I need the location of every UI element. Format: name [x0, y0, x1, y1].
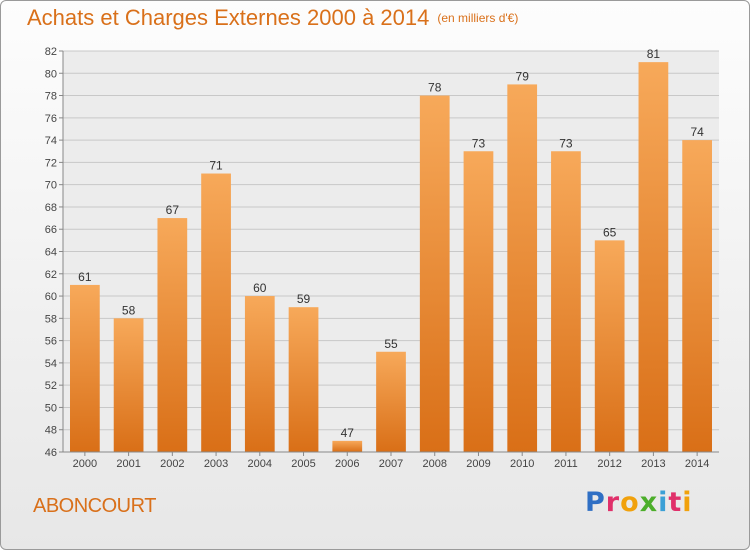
y-tick-label: 62 [45, 269, 57, 281]
bar-value-label: 78 [428, 81, 442, 95]
y-tick-label: 74 [45, 135, 57, 147]
x-tick-label: 2008 [422, 458, 446, 470]
bar-value-label: 55 [384, 337, 398, 351]
bar [507, 84, 538, 453]
proxiti-logo: Proxiti [585, 487, 693, 518]
y-tick-label: 60 [45, 291, 57, 303]
x-tick-label: 2010 [510, 458, 534, 470]
y-tick-label: 82 [45, 46, 57, 58]
logo-letter: i [658, 487, 669, 518]
bar [288, 307, 319, 452]
bar [419, 95, 450, 453]
bar-value-label: 67 [166, 203, 180, 217]
bar-value-label: 61 [78, 270, 92, 284]
x-tick-label: 2006 [335, 458, 359, 470]
city-name: ABONCOURT [33, 495, 156, 517]
bar [376, 351, 406, 452]
y-tick-label: 68 [45, 202, 57, 214]
y-tick-label: 50 [45, 402, 57, 414]
x-tick-label: 2009 [466, 458, 490, 470]
bar-value-label: 74 [690, 125, 704, 139]
bar [113, 318, 144, 452]
logo-letter: t [668, 487, 683, 518]
x-tick-label: 2002 [160, 458, 184, 470]
x-tick-label: 2012 [597, 458, 621, 470]
bar-value-label: 81 [647, 47, 661, 61]
bar [157, 218, 188, 452]
bar-value-label: 73 [559, 136, 573, 150]
bar [682, 140, 713, 452]
bar [551, 151, 581, 452]
bar-value-label: 47 [341, 426, 355, 440]
bar-value-label: 65 [603, 225, 617, 239]
y-tick-label: 54 [45, 358, 57, 370]
y-tick-label: 72 [45, 157, 57, 169]
logo-letter: x [639, 487, 659, 518]
x-tick-label: 2003 [204, 458, 228, 470]
bar-value-label: 71 [209, 159, 223, 173]
y-tick-label: 64 [45, 247, 57, 259]
x-tick-label: 2005 [291, 458, 315, 470]
bar [69, 284, 100, 452]
bar-value-label: 58 [122, 303, 136, 317]
y-tick-label: 52 [45, 380, 57, 392]
bar-value-label: 59 [297, 292, 311, 306]
x-tick-label: 2013 [641, 458, 665, 470]
y-tick-label: 46 [45, 447, 57, 459]
y-tick-label: 56 [45, 336, 57, 348]
bar-value-label: 73 [472, 136, 486, 150]
logo-letter: o [620, 487, 640, 518]
chart-title: Achats et Charges Externes 2000 à 2014 (e… [27, 5, 518, 31]
y-tick-label: 76 [45, 113, 57, 125]
chart-title-unit: (en milliers d'€) [437, 11, 519, 25]
bar-value-label: 79 [516, 69, 530, 83]
bar-value-label: 60 [253, 281, 267, 295]
y-tick-label: 80 [45, 68, 57, 80]
x-tick-label: 2004 [248, 458, 272, 470]
chart-title-text: Achats et Charges Externes 2000 à 2014 [27, 5, 430, 30]
bar [244, 296, 275, 452]
bar [201, 173, 231, 452]
y-tick-label: 70 [45, 180, 57, 192]
x-tick-label: 2000 [73, 458, 97, 470]
bar [332, 440, 363, 452]
logo-letter: i [682, 487, 693, 518]
y-tick-label: 66 [45, 224, 57, 236]
bar [594, 240, 625, 452]
y-tick-label: 78 [45, 91, 57, 103]
y-tick-label: 48 [45, 425, 57, 437]
logo-letter: P [585, 487, 606, 518]
x-tick-label: 2014 [685, 458, 709, 470]
bar [638, 62, 669, 453]
logo-letter: r [605, 487, 621, 518]
y-tick-label: 58 [45, 313, 57, 325]
x-tick-label: 2011 [554, 458, 578, 470]
bar [463, 151, 494, 452]
x-tick-label: 2001 [116, 458, 140, 470]
x-tick-label: 2007 [379, 458, 403, 470]
